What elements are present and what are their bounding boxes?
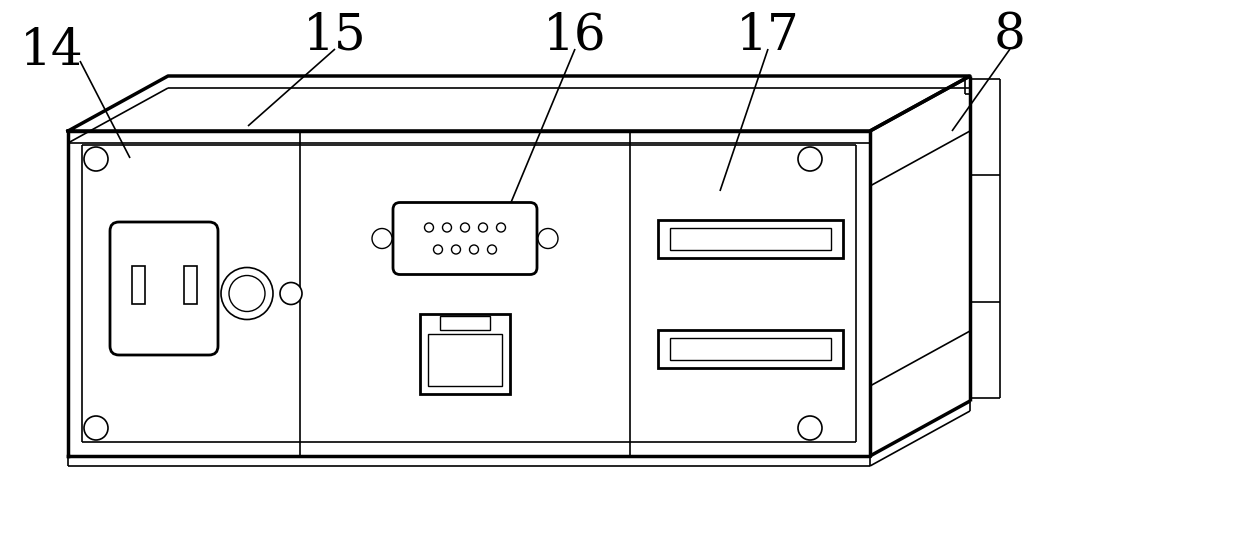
Bar <box>131 265 145 304</box>
Circle shape <box>460 223 470 232</box>
Text: 17: 17 <box>737 11 800 61</box>
Text: 15: 15 <box>303 11 367 61</box>
FancyBboxPatch shape <box>110 222 218 355</box>
Circle shape <box>229 276 265 312</box>
Bar <box>428 334 502 385</box>
Bar <box>670 228 831 250</box>
Circle shape <box>424 223 434 232</box>
Bar <box>657 329 842 367</box>
Text: 8: 8 <box>994 11 1025 61</box>
FancyBboxPatch shape <box>393 203 537 275</box>
Bar <box>657 219 842 258</box>
Text: 16: 16 <box>543 11 606 61</box>
Circle shape <box>538 228 558 248</box>
Circle shape <box>84 147 108 171</box>
Circle shape <box>84 416 108 440</box>
Text: 14: 14 <box>20 26 84 76</box>
Bar <box>420 313 510 394</box>
Circle shape <box>799 147 822 171</box>
Circle shape <box>434 245 443 254</box>
Circle shape <box>470 245 479 254</box>
Circle shape <box>496 223 506 232</box>
Circle shape <box>479 223 487 232</box>
Circle shape <box>799 416 822 440</box>
Circle shape <box>451 245 460 254</box>
Bar <box>670 337 831 359</box>
Circle shape <box>372 228 392 248</box>
Bar <box>440 316 490 329</box>
Circle shape <box>221 268 273 319</box>
Circle shape <box>280 282 303 305</box>
Bar <box>184 265 196 304</box>
Circle shape <box>487 245 496 254</box>
Circle shape <box>443 223 451 232</box>
